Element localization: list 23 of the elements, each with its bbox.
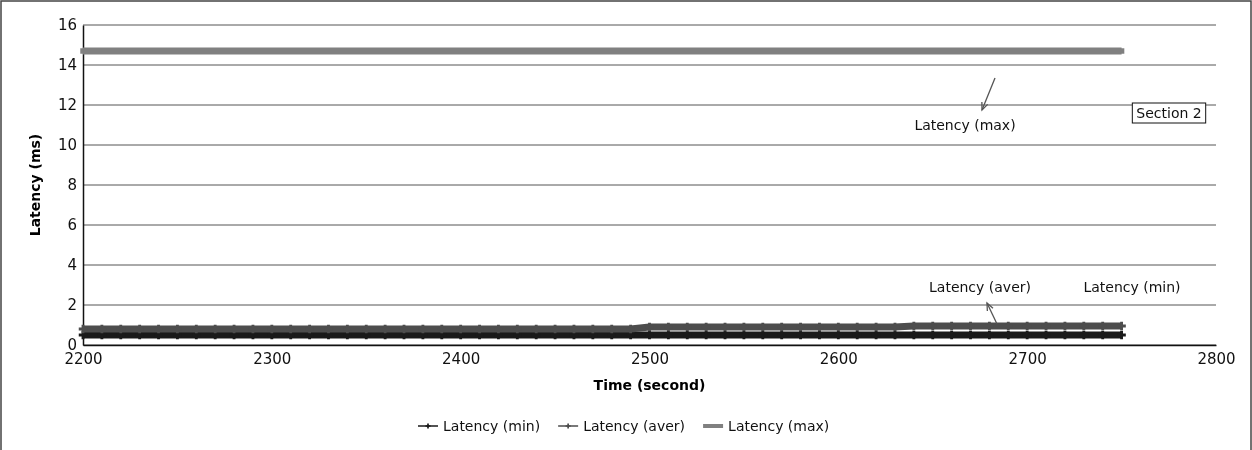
y-tick-label: 4 [67,256,77,275]
legend-label: Latency (aver) [583,418,686,434]
x-tick-label: 2800 [1197,349,1236,368]
x-tick-label: 2400 [442,349,481,368]
x-tick-label: 2500 [630,349,670,368]
annotation: Latency (aver) [929,279,1031,295]
x-axis-title: Time (second) [593,377,706,393]
annotation: Latency (max) [914,117,1016,133]
x-tick-label: 2700 [1008,349,1047,368]
y-tick-label: 8 [67,176,77,195]
y-tick-label: 16 [57,16,77,35]
legend-label: Latency (min) [443,418,541,434]
y-tick-label: 10 [57,136,77,155]
x-tick-label: 2300 [253,349,292,368]
y-tick-label: 2 [67,296,77,315]
legend-label: Latency (max) [728,418,830,434]
y-axis-title: Latency (ms) [27,133,43,237]
x-tick-label: 2600 [819,349,858,368]
y-tick-label: 6 [67,216,77,235]
y-tick-label: 12 [57,96,77,115]
annotation: Section 2 [1136,105,1202,121]
annotation: Latency (min) [1083,279,1181,295]
y-tick-label: 14 [57,56,77,75]
